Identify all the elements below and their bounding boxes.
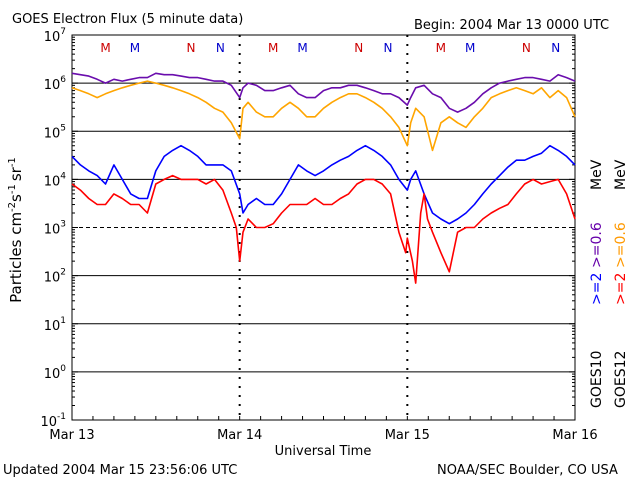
- y-tick-base: 10: [44, 30, 61, 45]
- legend-g10-high: >=2: [589, 273, 605, 305]
- y-axis-label-exp1: -2: [7, 202, 18, 212]
- y-tick-label: 107: [44, 27, 66, 45]
- credit-label: NOAA/SEC Boulder, CO USA: [437, 463, 618, 478]
- y-tick-label: 106: [44, 75, 67, 93]
- y-tick-base: 10: [44, 367, 61, 382]
- legend-g12-low: >=0.6: [613, 222, 629, 268]
- chart-title: GOES Electron Flux (5 minute data): [12, 12, 243, 27]
- y-tick-exponent: 2: [60, 268, 66, 278]
- noon-marker-label: M: [297, 41, 307, 55]
- x-tick-label: Mar 15: [385, 428, 430, 443]
- day-ticks: [71, 35, 576, 420]
- noon-marker-label: N: [551, 41, 560, 55]
- legend-goes12: GOES12: [613, 351, 629, 408]
- y-axis-label-s: s: [7, 194, 25, 202]
- y-axis-label-exp3: -1: [7, 157, 18, 167]
- legend-goes10: GOES10: [589, 351, 605, 408]
- noon-marker-label: N: [384, 41, 393, 55]
- y-tick-label: 101: [44, 316, 66, 334]
- y-tick-exponent: 5: [60, 123, 66, 133]
- updated-timestamp: Updated 2004 Mar 15 23:56:06 UTC: [3, 463, 237, 478]
- x-tick-label: Mar 13: [49, 428, 94, 443]
- y-tick-label: 103: [44, 220, 66, 238]
- series-line-1: [71, 72, 576, 113]
- legend-g10-low: >=0.6: [589, 222, 605, 268]
- y-tick-label: 102: [44, 268, 66, 286]
- y-axis-label-exp2: -1: [7, 184, 18, 194]
- noon-marker-label: M: [465, 41, 475, 55]
- noon-marker-label: N: [522, 41, 531, 55]
- legend-g12-high: >=2: [613, 273, 629, 305]
- series-line-3: [71, 144, 576, 225]
- noon-marker-label: M: [130, 41, 140, 55]
- series-line-4: [71, 174, 576, 284]
- y-tick-exponent: 3: [60, 220, 66, 230]
- series-line-2: [71, 80, 576, 152]
- y-tick-exponent: -1: [57, 412, 66, 422]
- minor-ticks: [72, 34, 575, 421]
- y-tick-exponent: 0: [60, 364, 66, 374]
- noon-marker-label: N: [216, 41, 225, 55]
- y-tick-label: 105: [44, 123, 66, 141]
- y-tick-label: 104: [44, 171, 67, 189]
- noon-marker-label: N: [354, 41, 363, 55]
- gridlines: [72, 82, 575, 373]
- y-tick-exponent: 1: [60, 316, 66, 326]
- y-tick-base: 10: [44, 319, 61, 334]
- begin-label: Begin: 2004 Mar 13 0000 UTC: [414, 18, 609, 33]
- y-tick-exponent: 6: [60, 75, 66, 85]
- y-tick-base: 10: [44, 174, 61, 189]
- y-tick-base: 10: [44, 223, 61, 238]
- x-axis-label: Universal Time: [275, 444, 372, 459]
- series-lines: [71, 72, 576, 284]
- y-tick-exponent: 4: [60, 171, 66, 181]
- x-tick-labels: Mar 13 Mar 14 Mar 15 Mar 16: [49, 428, 597, 443]
- y-tick-base: 10: [40, 415, 57, 430]
- x-tick-label: Mar 14: [217, 428, 262, 443]
- legend-g12-unit: MeV: [613, 159, 629, 190]
- y-tick-base: 10: [44, 126, 61, 141]
- y-tick-label: 100: [44, 364, 67, 382]
- y-tick-label: 10-1: [40, 412, 66, 430]
- y-axis-label: Particles cm-2s-1sr-1: [7, 157, 25, 303]
- y-axis-label-base: Particles cm: [7, 212, 25, 303]
- y-tick-base: 10: [44, 271, 61, 286]
- x-tick-label: Mar 16: [552, 428, 597, 443]
- noon-marker-label: M: [100, 41, 110, 55]
- y-tick-exponent: 7: [60, 27, 66, 37]
- noon-marker-label: N: [187, 41, 196, 55]
- y-axis-label-sr: sr: [7, 166, 25, 181]
- noon-marker-label: M: [268, 41, 278, 55]
- legend-g10-unit: MeV: [589, 159, 605, 190]
- noon-marker-label: M: [436, 41, 446, 55]
- y-tick-base: 10: [44, 78, 61, 93]
